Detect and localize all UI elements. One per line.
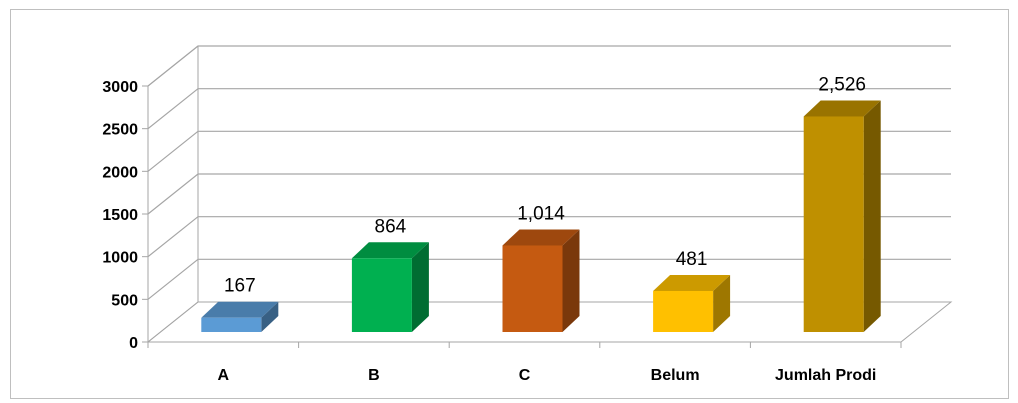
y-tick-label: 500	[111, 292, 138, 309]
y-tick-label: 2500	[102, 122, 138, 139]
gridline	[147, 258, 951, 300]
x-category-label: C	[519, 367, 531, 384]
y-tick-label: 2000	[102, 164, 138, 181]
gridlines	[142, 45, 951, 348]
bar	[502, 229, 580, 332]
gridline	[147, 130, 951, 172]
data-label: 167	[224, 276, 256, 297]
data-label: 481	[676, 249, 708, 270]
x-category-label: A	[218, 367, 230, 384]
bar	[653, 274, 731, 332]
x-category-label: Jumlah Prodi	[775, 367, 876, 384]
y-axis-ticks: 0 500 1000 1500 2000 2500 3000	[102, 79, 138, 352]
data-labels: 167 864 1,014 481 2,526	[224, 74, 866, 296]
gridline	[147, 88, 951, 130]
bar	[201, 301, 279, 332]
bar	[351, 242, 429, 332]
data-label: 2,526	[818, 74, 866, 95]
bar	[803, 100, 881, 332]
x-axis-labels: A B C Belum Jumlah Prodi	[218, 367, 877, 384]
y-tick-label: 0	[129, 335, 138, 352]
gridline	[147, 45, 951, 87]
y-tick-label: 3000	[102, 79, 138, 96]
data-label: 1,014	[517, 203, 565, 224]
gridline	[147, 216, 951, 258]
bar-chart: 0 500 1000 1500 2000 2500 3000 A B C Belum Jumlah …	[102, 45, 953, 384]
bars	[201, 100, 881, 332]
gridline	[147, 173, 951, 215]
x-category-label: Belum	[651, 367, 700, 384]
x-category-label: B	[368, 367, 380, 384]
y-tick-label: 1000	[102, 250, 138, 267]
chart-area: 0 500 1000 1500 2000 2500 3000 A B C Belum Jumlah …	[10, 9, 1009, 399]
data-label: 864	[375, 216, 407, 237]
y-tick-label: 1500	[102, 207, 138, 224]
